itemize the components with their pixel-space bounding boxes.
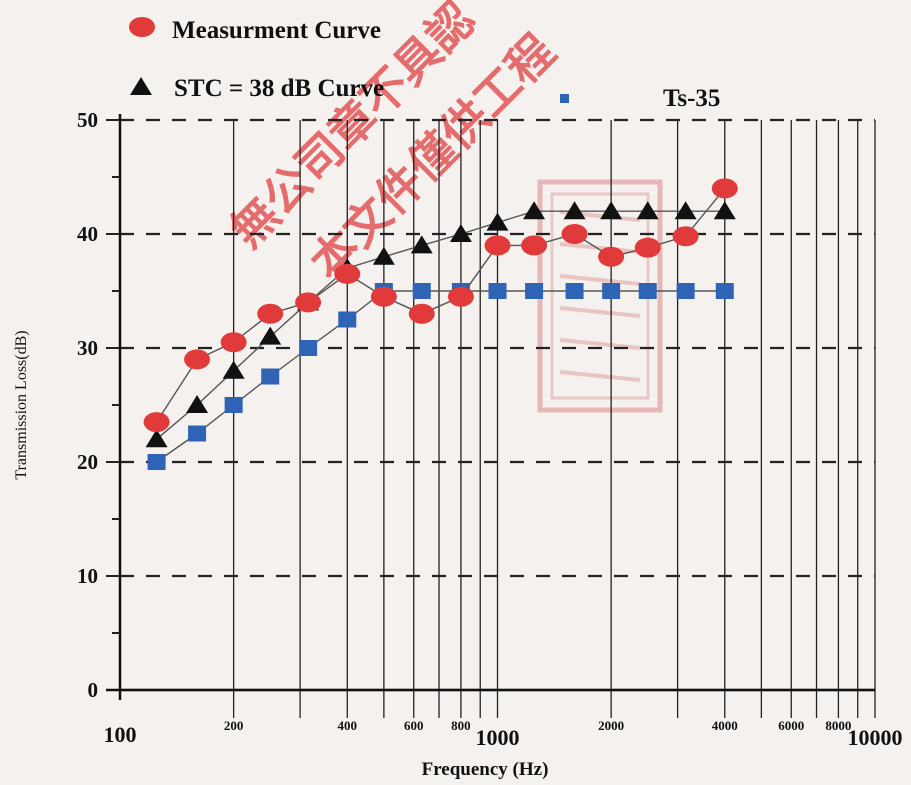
- data-point: [672, 226, 699, 247]
- data-point: [370, 286, 397, 307]
- y-axis-label: Transmission Loss(dB): [13, 330, 30, 479]
- data-point: [523, 201, 546, 220]
- legend-label: Ts-35: [663, 85, 720, 112]
- data-point: [486, 212, 509, 231]
- data-point: [634, 237, 661, 258]
- data-point: [188, 425, 207, 442]
- data-point: [145, 429, 168, 448]
- y-tick-label: 0: [88, 678, 99, 702]
- y-tick-label: 20: [77, 450, 98, 474]
- data-point: [638, 283, 657, 299]
- y-tick-label: 50: [77, 108, 98, 132]
- x-tick-label: 2000: [598, 718, 624, 733]
- series-line: [155, 187, 726, 423]
- data-point: [636, 201, 659, 220]
- data-point: [224, 397, 243, 413]
- data-point: [598, 246, 625, 267]
- data-point: [561, 224, 588, 244]
- data-point: [563, 201, 586, 220]
- x-tick-label: 1000: [476, 725, 520, 750]
- data-point: [713, 201, 736, 220]
- y-tick-label: 10: [77, 564, 98, 588]
- legend-label: STC = 38 dB Curve: [174, 75, 384, 102]
- x-tick-label: 8000: [825, 718, 851, 733]
- data-point: [711, 178, 738, 199]
- x-tick-label: 600: [404, 718, 424, 733]
- x-tick-label: 100: [104, 722, 137, 747]
- data-point: [334, 263, 361, 284]
- y-tick-label: 40: [77, 222, 98, 246]
- data-point: [488, 283, 507, 299]
- stamp-stroke: [559, 306, 641, 318]
- legend-marker-circle: [129, 17, 155, 37]
- x-tick-label: 10000: [848, 725, 903, 750]
- series-square: [147, 283, 734, 470]
- x-tick-label: 200: [224, 718, 244, 733]
- data-point: [715, 283, 734, 299]
- data-point: [412, 283, 431, 299]
- grid-layer: [106, 118, 876, 718]
- data-point: [261, 368, 280, 385]
- data-point: [186, 395, 209, 413]
- data-point: [338, 311, 357, 328]
- x-tick-label: 400: [338, 718, 358, 733]
- data-point: [372, 246, 395, 265]
- data-point: [447, 286, 474, 307]
- data-point: [299, 340, 318, 356]
- series-triangle: [145, 201, 736, 448]
- data-point: [449, 224, 472, 242]
- data-point: [565, 283, 584, 299]
- stamp-stroke: [559, 370, 641, 382]
- legend-label: Measurment Curve: [172, 17, 381, 44]
- data-point: [257, 303, 284, 324]
- data-point: [184, 349, 211, 370]
- y-tick-label: 30: [77, 336, 98, 360]
- series-circle: [143, 178, 738, 433]
- x-tick-label: 4000: [712, 718, 738, 733]
- data-point: [484, 235, 511, 256]
- x-axis-label: Frequency (Hz): [422, 759, 549, 780]
- data-point: [259, 326, 282, 345]
- data-point: [222, 360, 245, 379]
- data-point: [600, 201, 623, 220]
- data-point: [147, 454, 166, 470]
- data-point: [220, 332, 247, 353]
- x-tick-label: 800: [451, 718, 471, 733]
- data-point: [143, 412, 170, 433]
- data-point: [674, 201, 697, 220]
- data-point: [410, 235, 433, 254]
- data-point: [602, 283, 621, 299]
- x-tick-label: 6000: [778, 718, 804, 733]
- data-point: [408, 303, 435, 324]
- stamp-stroke: [559, 338, 641, 350]
- legend: Measurment Curve STC = 38 dB Curve Ts-35: [129, 17, 720, 112]
- data-point: [525, 283, 544, 299]
- stamp: [537, 179, 663, 413]
- stamp-stroke: [559, 242, 641, 254]
- series-layer: [143, 178, 738, 470]
- series-line: [156, 290, 725, 463]
- legend-marker-triangle: [130, 77, 152, 95]
- data-point: [521, 235, 548, 256]
- stamp-stroke: [559, 274, 641, 286]
- series-line: [156, 210, 725, 440]
- data-point: [295, 292, 322, 313]
- data-point: [676, 283, 695, 299]
- legend-marker-square: [560, 94, 569, 103]
- axes-layer: 0 10 20 30 40 50 100 200 400 600 800 1000 2000 4000 60…: [77, 108, 903, 750]
